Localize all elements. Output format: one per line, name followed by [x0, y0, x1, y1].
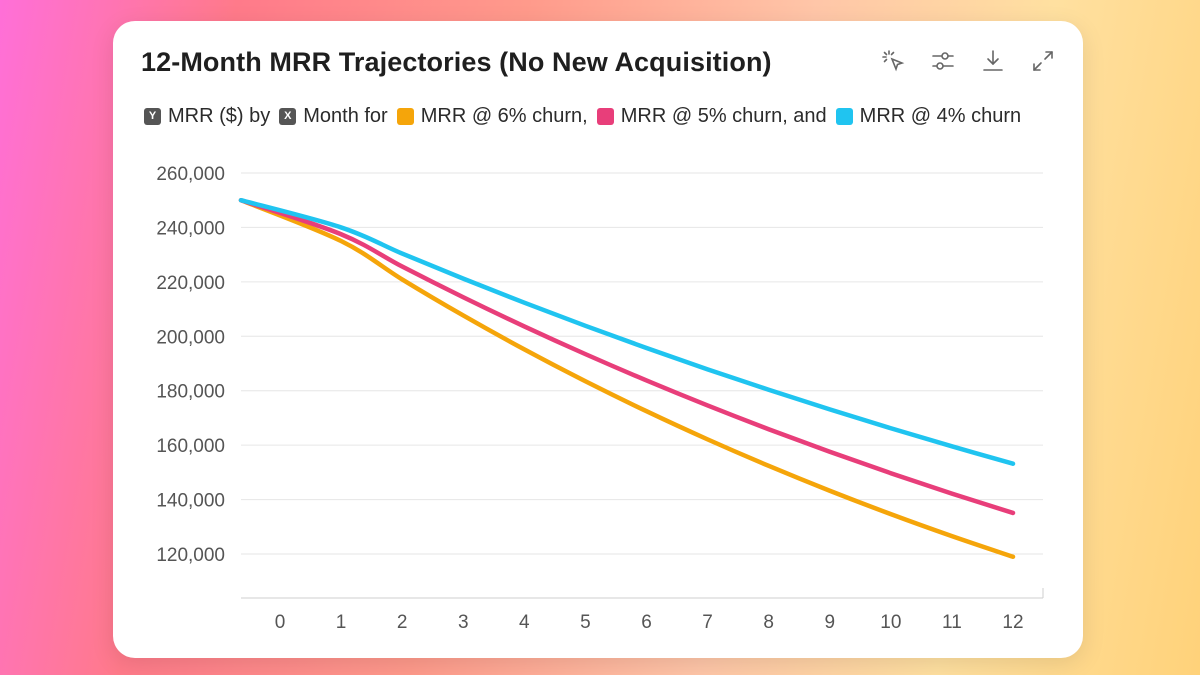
x-tick-label: 2	[397, 612, 408, 633]
x-tick-label: 10	[880, 612, 901, 633]
legend-series-5pct[interactable]: MRR @ 5% churn, and	[620, 105, 827, 127]
y-tick-label: 240,000	[156, 218, 225, 239]
x-tick-label: 3	[458, 612, 469, 633]
chart-card: 12-Month MRR Trajectories (No New Acquis…	[113, 21, 1083, 658]
select-tool-icon[interactable]	[879, 47, 907, 75]
y-tick-label: 140,000	[156, 491, 225, 512]
legend-swatch-6pct	[396, 108, 414, 125]
y-tick-label: 200,000	[156, 327, 225, 348]
settings-sliders-icon[interactable]	[929, 47, 957, 75]
x-tick-label: 0	[275, 612, 286, 633]
y-tick-label: 120,000	[156, 545, 225, 566]
y-tick-label: 160,000	[156, 436, 225, 457]
expand-icon[interactable]	[1029, 47, 1057, 75]
x-tick-label: 6	[641, 612, 652, 633]
x-tick-label: 1	[336, 612, 347, 633]
series-line	[238, 197, 1016, 466]
chart-title: 12-Month MRR Trajectories (No New Acquis…	[141, 47, 772, 77]
y-axis-tag: Y	[144, 108, 161, 125]
legend-x-text: Month for	[303, 105, 388, 127]
x-tick-label: 12	[1002, 612, 1023, 633]
legend-y-text: MRR ($) by	[168, 105, 271, 127]
y-tick-label: 260,000	[156, 164, 225, 185]
line-chart: 260,000 240,000 220,000 200,000 180,000 160,0…	[156, 164, 1044, 633]
x-tick-label: 8	[763, 612, 774, 633]
y-tick-label: 180,000	[156, 382, 225, 403]
x-tick-label: 7	[702, 612, 713, 633]
y-tick-label: 220,000	[156, 273, 225, 294]
legend-swatch-4pct	[835, 108, 853, 125]
legend-series-6pct[interactable]: MRR @ 6% churn,	[420, 105, 588, 127]
series-line	[238, 197, 1016, 516]
legend-swatch-5pct	[596, 108, 614, 125]
x-tick-label: 4	[519, 612, 530, 633]
series-line	[238, 197, 1016, 560]
chart-toolbar	[879, 47, 1057, 75]
x-tick-label: 11	[942, 612, 962, 633]
legend-series-4pct[interactable]: MRR @ 4% churn	[859, 105, 1022, 127]
x-tick-label: 5	[580, 612, 591, 633]
chart-legend: Y MRR ($) by X Month for MRR @ 6% churn,…	[144, 105, 1030, 128]
x-tick-label: 9	[824, 612, 835, 633]
download-icon[interactable]	[979, 47, 1007, 75]
x-axis-tag: X	[279, 108, 297, 125]
